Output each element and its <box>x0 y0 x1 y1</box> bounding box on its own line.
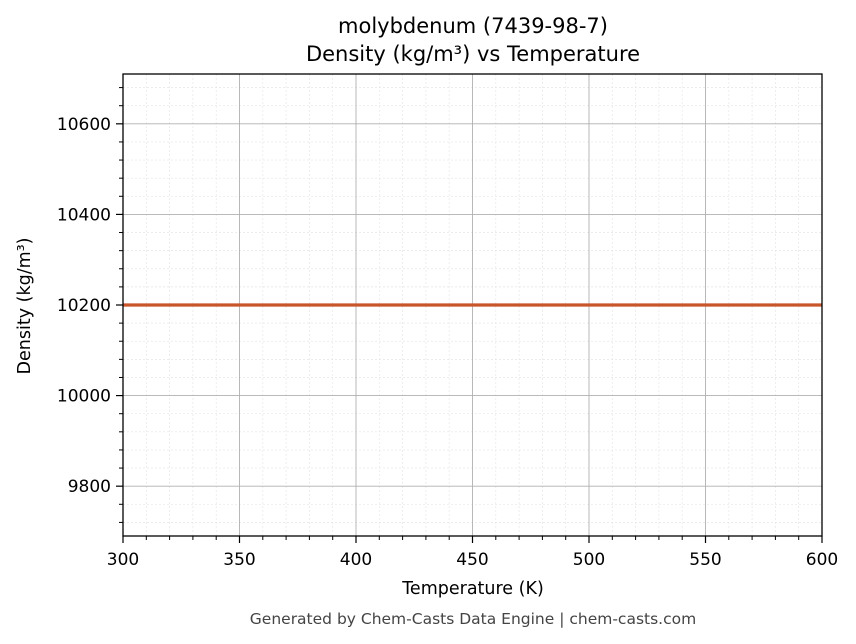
y-tick-label: 10400 <box>57 205 111 225</box>
axis-ticks <box>116 87 823 543</box>
x-tick-label: 450 <box>456 550 488 570</box>
y-tick-label: 9800 <box>68 477 111 497</box>
y-tick-label: 10000 <box>57 387 111 407</box>
y-axis-label: Density (kg/m³) <box>15 238 35 375</box>
chart-title: molybdenum (7439-98-7) <box>338 14 608 38</box>
chart-subtitle: Density (kg/m³) vs Temperature <box>306 42 640 66</box>
x-tick-label: 400 <box>340 550 372 570</box>
x-tick-label: 500 <box>573 550 605 570</box>
y-tick-label: 10200 <box>57 296 111 316</box>
x-tick-label: 550 <box>689 550 721 570</box>
x-axis-label: Temperature (K) <box>401 579 544 599</box>
footer-credit: Generated by Chem-Casts Data Engine | ch… <box>250 610 696 628</box>
tick-labels: 300 350 400 450 500 550 600 9800 10000 10200 10400… <box>57 115 838 570</box>
plot-frame <box>122 73 823 537</box>
x-tick-label: 600 <box>806 550 838 570</box>
x-tick-label: 300 <box>107 550 139 570</box>
y-tick-label: 10600 <box>57 115 111 135</box>
x-tick-label: 350 <box>223 550 255 570</box>
